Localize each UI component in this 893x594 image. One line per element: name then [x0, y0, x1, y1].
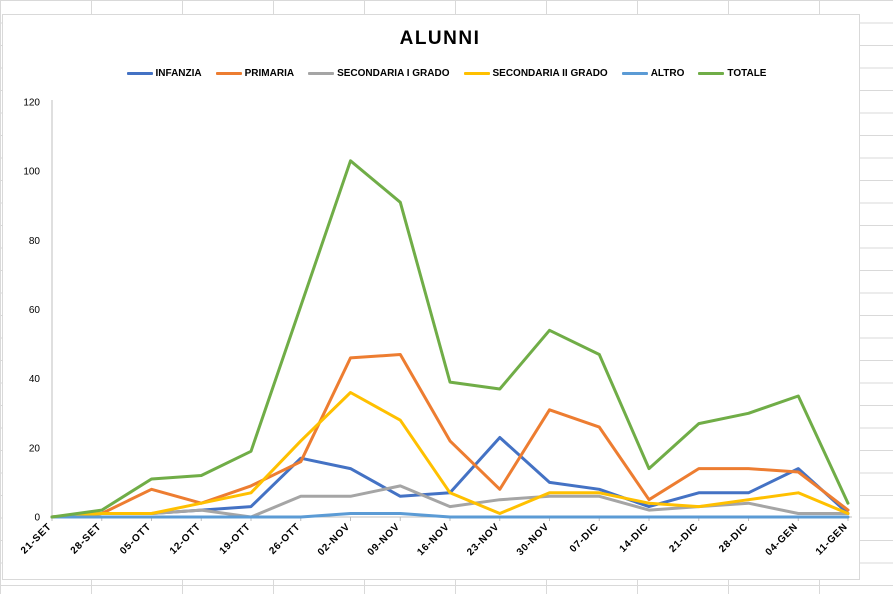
- legend-item[interactable]: TOTALE: [698, 68, 766, 79]
- chart-area[interactable]: [2, 14, 860, 580]
- y-tick-label: 20: [29, 443, 41, 454]
- legend-swatch: [215, 72, 242, 75]
- legend-item[interactable]: INFANZIA: [126, 68, 202, 79]
- legend-label: TOTALE: [727, 68, 767, 79]
- series-line-primaria[interactable]: [50, 353, 850, 519]
- legend-swatch: [621, 72, 648, 75]
- x-tick-label: 23-NOV: [465, 521, 502, 558]
- legend-swatch: [308, 72, 335, 75]
- series-line-altro[interactable]: [50, 512, 850, 519]
- x-tick-label: 28-SET: [69, 521, 104, 556]
- x-tick-label: 30-NOV: [515, 521, 552, 558]
- chart-title: ALUNNI: [399, 28, 481, 49]
- x-tick-label: 26-OTT: [267, 521, 303, 557]
- x-tick-label: 14-DIC: [618, 521, 652, 555]
- x-tick-label: 04-GEN: [764, 521, 801, 558]
- legend-label: INFANZIA: [155, 68, 202, 79]
- legend-label: PRIMARIA: [244, 68, 295, 79]
- legend-swatch: [463, 72, 490, 75]
- x-tick-label: 11-GEN: [814, 521, 850, 557]
- chart-legend: INFANZIA PRIMARIA SECONDARIA I GRADO SECOND…: [0, 68, 893, 79]
- legend-item[interactable]: SECONDARIA I GRADO: [308, 68, 450, 79]
- y-tick-label: 0: [34, 513, 40, 524]
- y-tick-label: 60: [29, 305, 41, 316]
- legend-item[interactable]: SECONDARIA II GRADO: [463, 68, 608, 79]
- legend-label: ALTRO: [650, 68, 685, 79]
- x-tick-label: 16-NOV: [415, 521, 452, 558]
- x-tick-label: 05-OTT: [118, 521, 154, 557]
- legend-swatch: [126, 72, 153, 75]
- legend-swatch: [698, 72, 725, 75]
- y-tick-label: 100: [23, 167, 40, 178]
- y-tick-label: 40: [29, 374, 41, 385]
- x-tick-label: 12-OTT: [168, 521, 204, 557]
- x-tick-label: 21-SET: [19, 521, 54, 556]
- x-tick-label: 28-DIC: [717, 521, 751, 555]
- series-line-totale[interactable]: [50, 159, 850, 519]
- x-tick-label: 19-OTT: [218, 521, 254, 557]
- x-tick-label: 09-NOV: [366, 521, 403, 558]
- x-tick-label: 07-DIC: [568, 521, 602, 555]
- legend-item[interactable]: ALTRO: [621, 68, 685, 79]
- y-tick-label: 120: [23, 98, 40, 109]
- legend-label: SECONDARIA II GRADO: [492, 68, 608, 79]
- legend-label: SECONDARIA I GRADO: [337, 68, 450, 79]
- y-tick-label: 80: [29, 236, 41, 247]
- x-tick-label: 21-DIC: [667, 521, 701, 555]
- legend-item[interactable]: PRIMARIA: [215, 68, 295, 79]
- series-line-secondaria-ii-grado[interactable]: [50, 391, 850, 519]
- x-tick-label: 02-NOV: [316, 521, 353, 558]
